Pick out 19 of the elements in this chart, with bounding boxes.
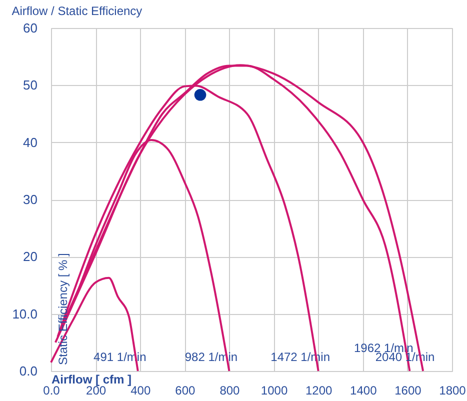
x-tick-label: 600 [175,384,196,398]
x-tick-label: 1600 [394,384,422,398]
x-tick-label: 400 [130,384,151,398]
y-tick-label: 10.0 [12,306,38,322]
x-tick-label: 800 [220,384,240,398]
x-tick-label: 1400 [350,384,378,398]
x-tick-label: 1000 [260,384,288,398]
y-tick-label: 60 [23,20,38,36]
x-axis-title: Airflow [ cfm ] [52,372,132,386]
x-tick-label: 1800 [439,384,466,398]
y-tick-label: 40 [23,134,38,150]
chart-title: Airflow / Static Efficiency [12,4,142,18]
y-tick-label: 0.0 [19,364,38,378]
x-tick-label: 1200 [305,384,333,398]
y-axis-title: Static Efficiency [ % ] [56,253,70,365]
y-tick-label: 50 [23,78,38,93]
x-tick-label: 0.0 [43,384,60,398]
y-tick-label: 20 [23,249,38,264]
y-tick-label: 30 [23,192,38,207]
